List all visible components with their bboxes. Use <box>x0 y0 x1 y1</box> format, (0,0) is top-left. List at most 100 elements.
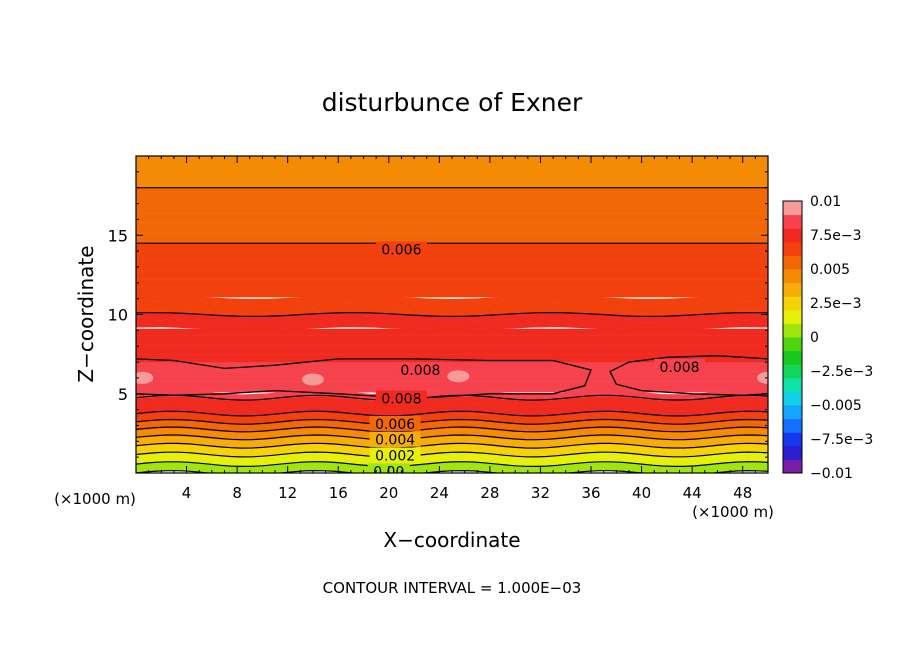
fill-band <box>136 456 768 463</box>
fill-band <box>136 446 768 454</box>
contour-label-bg <box>654 358 706 374</box>
contour-line <box>136 451 768 458</box>
fill-band <box>136 278 768 280</box>
fill-band <box>136 435 768 443</box>
fill-band <box>136 382 768 385</box>
fill-band <box>136 205 768 207</box>
contour-label: 0.006 <box>375 417 415 433</box>
fill-band <box>136 217 768 220</box>
fill-band <box>136 341 768 344</box>
fill-band <box>136 453 768 460</box>
colorbar-swatch <box>783 364 802 379</box>
fill-band <box>136 178 768 181</box>
fill-band <box>136 400 768 408</box>
fill-band <box>136 423 768 430</box>
contour-label: 0.008 <box>381 392 421 408</box>
contour-line <box>136 311 768 318</box>
fill-band <box>136 170 768 173</box>
fill-band <box>136 175 768 177</box>
x-tick-label: 12 <box>278 484 297 502</box>
contour-label-bg <box>369 431 421 447</box>
fill-band <box>136 338 768 341</box>
fill-band <box>136 197 768 200</box>
fill-band <box>136 265 768 268</box>
fill-band <box>136 437 768 444</box>
fill-band <box>136 303 768 309</box>
fill-band <box>136 407 768 414</box>
fill-band <box>136 165 768 168</box>
x-tick-label: 40 <box>632 484 651 502</box>
fill-band <box>136 171 768 174</box>
fill-band <box>136 162 768 165</box>
fill-band <box>136 391 768 398</box>
fill-band <box>136 365 768 368</box>
x-tick-label: 32 <box>531 484 550 502</box>
fill-band <box>136 219 768 222</box>
fill-band <box>136 271 768 274</box>
fill-band <box>136 440 768 448</box>
colorbar-swatch <box>783 269 802 284</box>
fill-band <box>136 458 768 465</box>
contour-label: 0.008 <box>400 363 440 379</box>
colorbar-label: −7.5e−3 <box>810 432 873 448</box>
x-tick-label: 20 <box>379 484 398 502</box>
fill-band <box>136 339 768 342</box>
fill-band <box>136 262 768 265</box>
fill-band <box>136 216 768 219</box>
x-tick-label: 8 <box>232 484 242 502</box>
colorbar-label: −0.01 <box>810 466 853 482</box>
fill-band <box>136 238 768 241</box>
fill-band <box>136 249 768 252</box>
fill-band <box>136 274 768 277</box>
fill-band <box>136 255 768 258</box>
fill-band <box>136 286 768 288</box>
fill-band <box>136 351 768 353</box>
contour-line <box>609 355 768 396</box>
fill-band <box>136 393 768 400</box>
fill-band <box>136 240 768 242</box>
fill-band <box>136 252 768 255</box>
x-axis-unit: (×1000 m) <box>692 503 774 521</box>
fill-band <box>136 267 768 269</box>
fill-band <box>136 281 768 284</box>
fill-band <box>136 247 768 250</box>
y-axis-unit: (×1000 m) <box>54 490 136 508</box>
fill-band <box>136 399 768 406</box>
fill-band <box>136 335 768 337</box>
fill-band <box>136 167 768 169</box>
fill-band <box>136 381 768 383</box>
x-tick-label: 36 <box>581 484 600 502</box>
fill-band <box>136 213 768 215</box>
y-axis-ticks: 5 10 15 <box>108 171 768 458</box>
colorbar-label: 0 <box>810 330 819 346</box>
fill-band <box>136 309 768 316</box>
fill-band <box>136 198 768 201</box>
fill-band <box>136 184 768 187</box>
fill-band <box>136 230 768 233</box>
contour-label: 0.004 <box>375 433 415 449</box>
contour-label-bg <box>394 361 446 377</box>
contour-line <box>136 358 592 400</box>
fill-band <box>136 293 768 296</box>
fill-band <box>136 319 768 325</box>
fill-band <box>136 290 768 293</box>
fill-band <box>136 349 768 352</box>
fill-band <box>136 315 768 322</box>
fill-band <box>136 368 768 371</box>
fill-band <box>136 322 768 328</box>
fill-band <box>136 325 768 331</box>
fill-band <box>136 429 768 437</box>
fill-band <box>136 159 768 162</box>
y-tick-label: 15 <box>108 226 128 245</box>
fill-band <box>136 190 768 193</box>
fill-band <box>136 347 768 350</box>
fill-band <box>136 343 768 345</box>
fill-band <box>136 244 768 247</box>
x-axis-ticks: 4 8 12 16 20 24 28 32 36 40 44 48 <box>148 156 756 502</box>
fill-band <box>136 195 768 198</box>
colorbar-swatch <box>783 201 802 216</box>
fill-band <box>136 413 768 421</box>
x-tick-label: 48 <box>733 484 752 502</box>
